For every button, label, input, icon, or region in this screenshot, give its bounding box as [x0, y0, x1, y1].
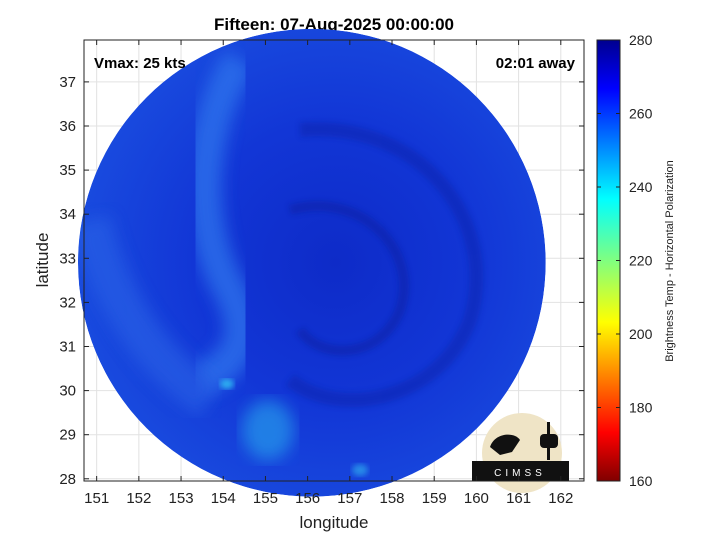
y-tick-label-34: 34 — [59, 206, 76, 223]
y-axis-label: latitude — [33, 233, 52, 288]
colorbar-label: Brightness Temp - Horizontal Polarizatio… — [664, 160, 676, 362]
x-tick-label-156: 156 — [295, 490, 320, 507]
rainband-dark-1 — [285, 122, 484, 407]
y-tick-label-28: 28 — [59, 471, 76, 488]
swath-image — [77, 28, 546, 497]
x-tick-label-162: 162 — [548, 490, 573, 507]
y-tick-label-36: 36 — [59, 118, 76, 135]
colorbar-tick-label-240: 240 — [629, 179, 653, 195]
axis-ticks — [84, 40, 584, 481]
colorbar-tick-label-160: 160 — [629, 473, 653, 489]
x-tick-label-160: 160 — [464, 490, 489, 507]
chart-title: Fifteen: 07-Aug-2025 00:00:00 — [214, 15, 454, 34]
rainband-dark-2 — [288, 201, 409, 356]
plot-frame — [83, 39, 585, 482]
colorbar: 160 180 200 220 240 260 280 Brightness Temp - … — [596, 32, 676, 489]
y-tick-label-30: 30 — [59, 383, 76, 400]
logo-tower-leg — [547, 422, 550, 460]
x-tick-label-154: 154 — [211, 490, 236, 507]
y-tick-label-31: 31 — [59, 338, 76, 355]
plot-area: CIMSS Vmax: 25 kts 02:01 away — [77, 28, 585, 497]
y-tick-label-35: 35 — [59, 162, 76, 179]
colorbar-tick-label-260: 260 — [629, 106, 653, 122]
x-tick-label-159: 159 — [422, 490, 447, 507]
x-tick-label-158: 158 — [380, 490, 405, 507]
x-tick-label-153: 153 — [169, 490, 194, 507]
colorbar-tick-label-280: 280 — [629, 32, 653, 48]
x-axis-label: longitude — [299, 513, 368, 532]
logo-text: CIMSS — [494, 468, 546, 479]
colorbar-tick-label-200: 200 — [629, 326, 653, 342]
warm-patch-3 — [352, 464, 368, 476]
warm-patch-2 — [220, 379, 234, 389]
colorbar-tick-label-180: 180 — [629, 400, 653, 416]
logo-ground — [472, 461, 569, 481]
colorbar-ticks: 160 180 200 220 240 260 280 — [597, 32, 653, 489]
time-away-annotation: 02:01 away — [496, 55, 576, 72]
x-tick-labels: 151 152 153 154 155 156 157 158 159 160 161 162 — [84, 490, 573, 507]
logo-dish-icon — [490, 434, 520, 455]
x-tick-label-155: 155 — [253, 490, 278, 507]
rainband-light — [187, 50, 259, 396]
y-tick-label-29: 29 — [59, 427, 76, 444]
rainband-outer — [77, 215, 222, 417]
y-tick-label-37: 37 — [59, 74, 76, 91]
x-tick-label-157: 157 — [337, 490, 362, 507]
y-tick-label-32: 32 — [59, 294, 76, 311]
y-tick-labels: 28 29 30 31 32 33 34 35 36 37 — [59, 74, 76, 488]
vmax-annotation: Vmax: 25 kts — [94, 55, 186, 72]
y-tick-label-33: 33 — [59, 250, 76, 267]
x-tick-label-152: 152 — [126, 490, 151, 507]
x-tick-label-151: 151 — [84, 490, 109, 507]
cimss-logo: CIMSS — [472, 413, 569, 493]
x-tick-label-161: 161 — [506, 490, 531, 507]
colorbar-tick-label-220: 220 — [629, 253, 653, 269]
warm-patch — [242, 400, 294, 460]
